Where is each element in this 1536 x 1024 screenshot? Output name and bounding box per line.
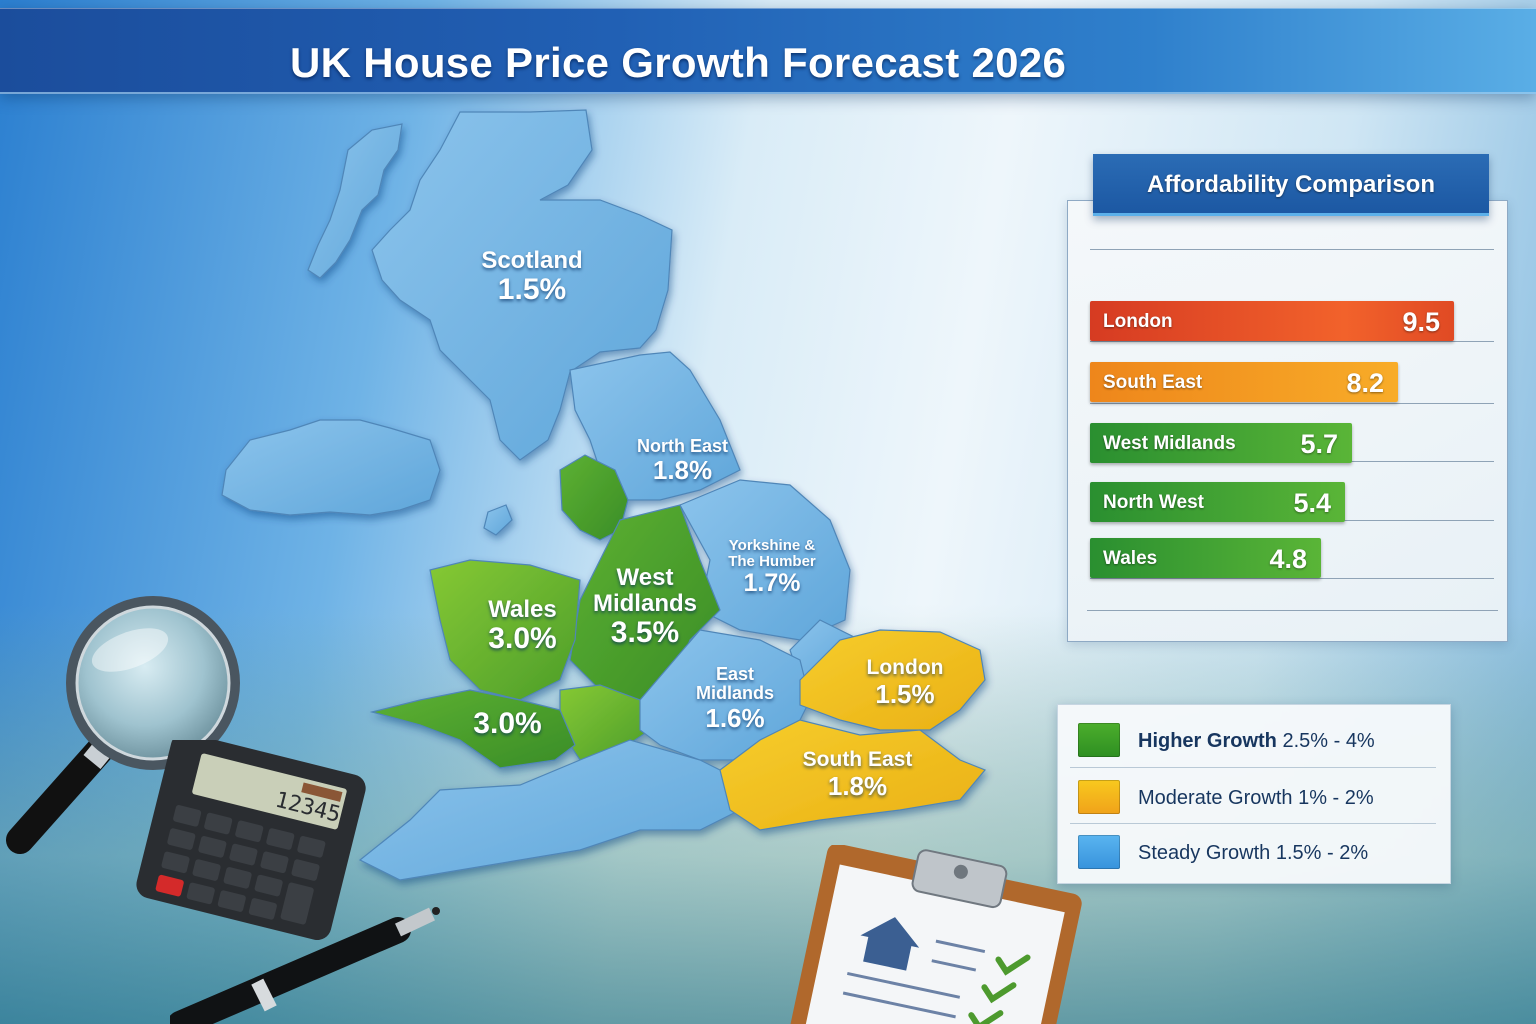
region-scotland xyxy=(371,109,673,461)
map-label-south-wales: 3.0% xyxy=(473,707,542,740)
region-south-east xyxy=(719,719,986,831)
map-legend: Higher Growth 2.5% - 4% Moderate Growth … xyxy=(1057,704,1451,884)
affordability-bar-south-east: South East 8.2 xyxy=(1090,362,1398,402)
legend-divider xyxy=(1070,767,1436,768)
affordability-bar-london: London 9.5 xyxy=(1090,301,1454,341)
region-northern-ireland xyxy=(221,419,441,516)
chart-gridline xyxy=(1087,610,1498,611)
legend-swatch-yellow xyxy=(1078,780,1120,814)
region-london xyxy=(799,629,986,731)
chart-gridline xyxy=(1090,341,1494,342)
map-label-yorkshire: Yorkshine & The Humber 1.7% xyxy=(728,537,816,598)
house-icon xyxy=(860,917,920,971)
legend-divider xyxy=(1070,823,1436,824)
chart-gridline xyxy=(1090,249,1494,250)
pen-icon xyxy=(170,907,440,1024)
region-north-east xyxy=(569,351,741,501)
map-label-east-midlands: East Midlands 1.6% xyxy=(695,664,774,733)
map-label-south-east: South East 1.8% xyxy=(802,748,913,801)
magnifying-glass-icon xyxy=(6,596,240,854)
region-wales xyxy=(429,559,581,701)
legend-item-higher-growth: Higher Growth 2.5% - 4% xyxy=(1058,713,1450,769)
chart-gridline xyxy=(1090,403,1494,404)
affordability-bar-north-west: North West 5.4 xyxy=(1090,482,1345,522)
affordability-header: Affordability Comparison xyxy=(1093,154,1489,216)
chart-gridline xyxy=(1090,578,1494,579)
region-isle xyxy=(483,504,513,536)
legend-swatch-green xyxy=(1078,723,1120,757)
title-bar: UK House Price Growth Forecast 2026 xyxy=(0,8,1536,94)
region-outer-hebrides xyxy=(307,123,403,279)
affordability-bar-west-midlands: West Midlands 5.7 xyxy=(1090,423,1352,463)
legend-swatch-blue xyxy=(1078,835,1120,869)
affordability-title: Affordability Comparison xyxy=(1146,171,1435,198)
page-title: UK House Price Growth Forecast 2026 xyxy=(290,39,1067,86)
affordability-bar-wales: Wales 4.8 xyxy=(1090,538,1321,578)
map-label-west-midlands: West Midlands 3.5% xyxy=(592,564,697,649)
map-label-london: London 1.5% xyxy=(866,656,944,709)
map-label-north-east: North East 1.8% xyxy=(636,436,728,486)
region-south-wales xyxy=(369,689,576,769)
legend-item-steady-growth: Steady Growth 1.5% - 2% xyxy=(1058,825,1450,881)
clipboard-checklist-icon xyxy=(789,845,1082,1024)
map-label-scotland: Scotland 1.5% xyxy=(481,247,583,306)
legend-item-moderate-growth: Moderate Growth 1% - 2% xyxy=(1058,770,1450,826)
map-label-wales: Wales 3.0% xyxy=(488,596,557,655)
calculator-icon: 12345 xyxy=(136,740,366,940)
